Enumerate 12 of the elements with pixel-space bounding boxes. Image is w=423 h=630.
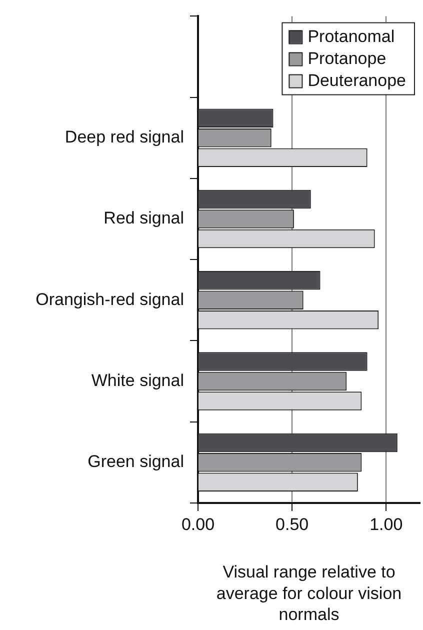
legend-label: Protanomal bbox=[308, 26, 395, 46]
x-axis-title: Visual range relative to average for colour vision normals bbox=[216, 562, 402, 624]
legend-label: Deuteranope bbox=[308, 70, 406, 90]
x-tick-label: 1.00 bbox=[370, 514, 403, 534]
legend-label: Protanope bbox=[308, 48, 386, 68]
y-tick-label: Green signal bbox=[88, 452, 184, 472]
x-tick-label: 0.50 bbox=[276, 514, 309, 534]
y-tick-label: Red signal bbox=[104, 208, 184, 228]
y-tick-label: White signal bbox=[91, 370, 184, 390]
x-tick-label: 0.00 bbox=[181, 514, 215, 534]
y-tick-label: Orangish-red signal bbox=[36, 290, 184, 309]
y-tick-label: Deep red signal bbox=[64, 128, 184, 147]
